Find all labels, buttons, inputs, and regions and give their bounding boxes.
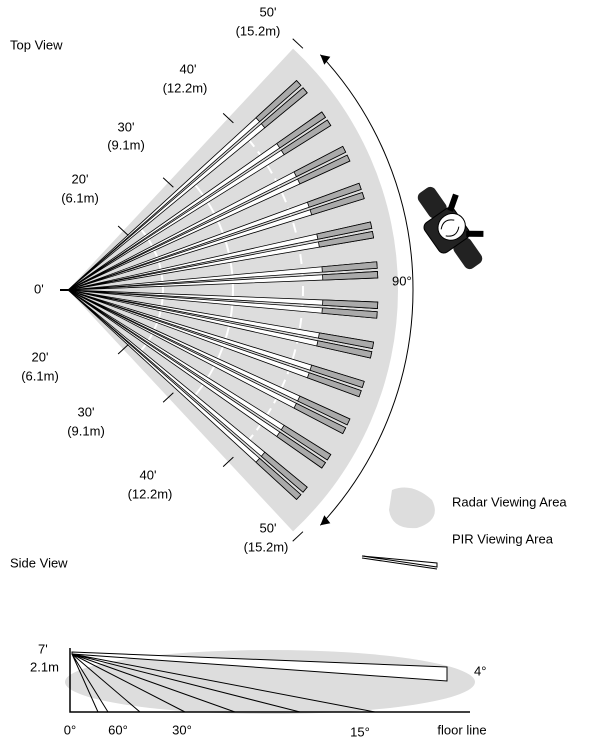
distance-tick [162, 392, 174, 403]
distance-tick [222, 456, 234, 468]
distance-label: 0' [34, 281, 44, 296]
arrow-head [320, 515, 331, 526]
pir-beam-tip [316, 340, 373, 359]
legend-label: Radar Viewing Area [452, 494, 567, 509]
view-title: Side View [10, 555, 68, 570]
distance-label: (6.1m) [21, 368, 59, 383]
distance-label: 40' [140, 467, 157, 482]
pir-beam-tip [280, 424, 332, 461]
pir-beam-tip [322, 271, 379, 281]
arrow-head [320, 54, 331, 65]
distance-label: 20' [72, 171, 89, 186]
pir-beam-tip [321, 261, 378, 273]
pir-beam-tip [306, 372, 362, 398]
pir-beam-tip [260, 451, 308, 493]
pir-beam-tip [309, 364, 365, 389]
top-view-drawing [60, 38, 414, 542]
distance-tick [292, 531, 304, 542]
view-title: Top View [10, 37, 63, 52]
pir-beam-tip [280, 119, 332, 156]
angle-label: 90° [392, 273, 412, 288]
distance-label: 40' [180, 61, 197, 76]
range-arc [247, 138, 304, 442]
distance-label: (15.2m) [236, 23, 281, 38]
pir-beam-tip [255, 457, 302, 501]
distance-tick [162, 177, 174, 188]
pir-beam-tip [255, 79, 302, 123]
pir-beam-tip [260, 87, 308, 129]
distance-label: (6.1m) [61, 190, 99, 205]
distance-label: 30' [118, 119, 135, 134]
pir-beam-tip [321, 307, 378, 319]
distance-label: 50' [260, 520, 277, 535]
pir-beam-tip [316, 221, 373, 240]
distance-label: 50' [260, 4, 277, 19]
pir-beam-tip [276, 431, 327, 469]
pir-beam-tip [306, 182, 362, 208]
pir-beam-tip [293, 402, 347, 435]
floor-label: floor line [437, 722, 486, 737]
pir-beam-tip [297, 395, 351, 426]
distance-tick [292, 38, 304, 49]
pir-legend-swatch [361, 555, 438, 570]
side-beams [69, 648, 470, 713]
range-arc [140, 228, 164, 352]
distance-tick [222, 112, 234, 124]
distance-label: (9.1m) [67, 423, 105, 438]
pir-beam-tip [309, 191, 365, 216]
distance-label: 30' [78, 404, 95, 419]
pir-beam-tip [317, 231, 375, 248]
distance-tick [117, 225, 129, 236]
height-label: 7' [38, 641, 48, 656]
distance-label: (12.2m) [163, 80, 208, 95]
distance-label: 20' [32, 349, 49, 364]
floor-angle-label: 0° [64, 722, 76, 737]
distance-label: (15.2m) [244, 539, 289, 554]
angle-arc [319, 54, 414, 526]
range-arc [193, 183, 234, 397]
floor-angle-label: 15° [350, 724, 370, 739]
pir-beam-tip [276, 111, 327, 149]
distance-label: (9.1m) [107, 137, 145, 152]
distance-label: (12.2m) [128, 486, 173, 501]
pir-beam-tip [317, 332, 375, 349]
pir-beam-tip [322, 299, 379, 309]
beam-angle-label: 4° [474, 663, 486, 678]
pir-beam-tip [297, 154, 351, 185]
floor-angle-label: 30° [172, 722, 192, 737]
height-label: 2.1m [30, 659, 59, 674]
floor-angle-label: 60° [108, 722, 128, 737]
distance-tick [117, 344, 129, 355]
radar-legend-swatch [389, 487, 435, 529]
person-icon [417, 186, 484, 270]
legend-label: PIR Viewing Area [452, 531, 554, 546]
pir-beam-tip [293, 145, 347, 178]
